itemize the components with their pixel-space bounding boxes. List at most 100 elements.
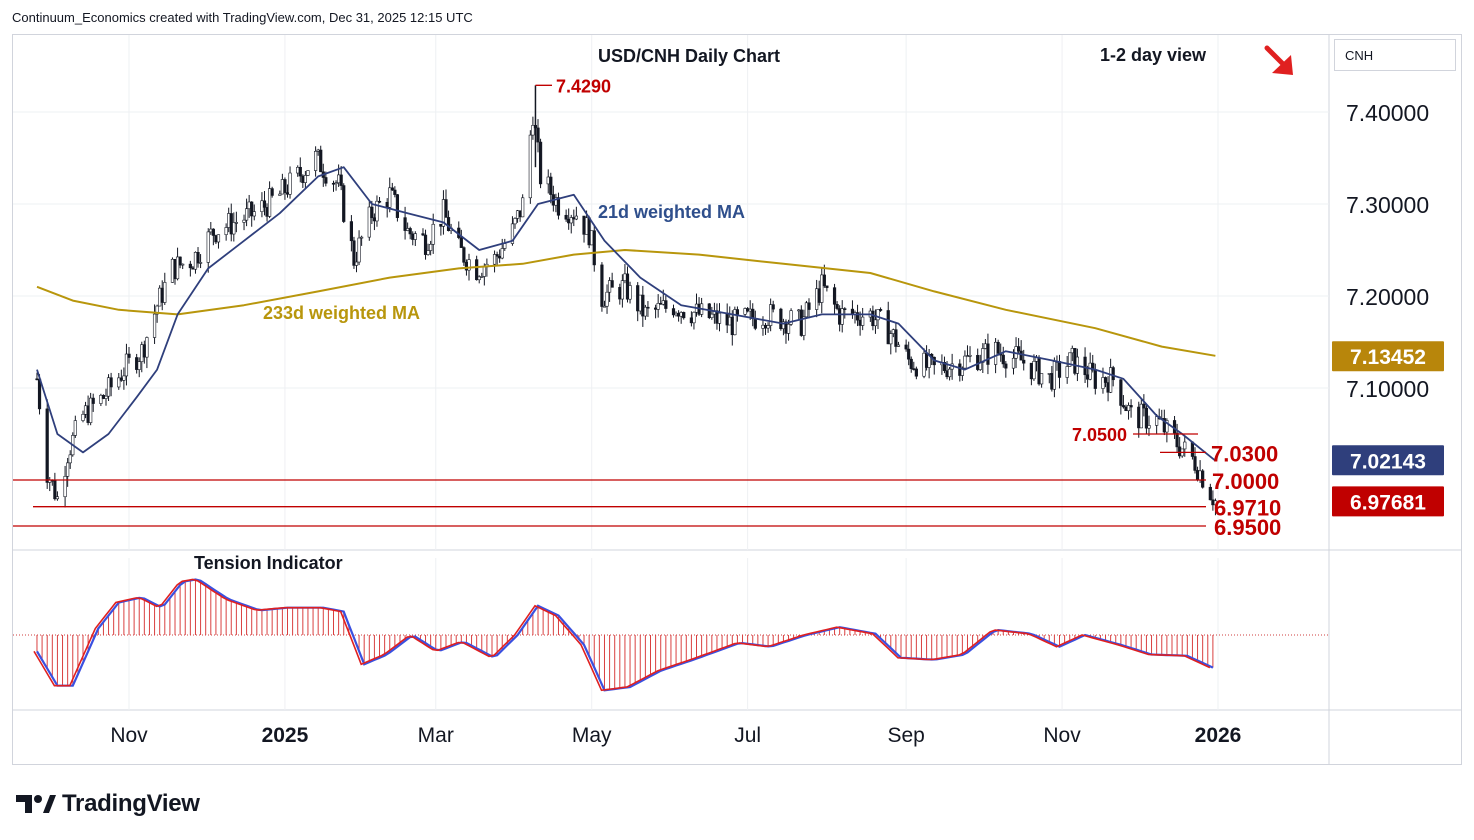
candle-body <box>602 305 607 308</box>
candle-body <box>191 267 195 270</box>
candle-body <box>587 217 591 246</box>
candle-body <box>1040 373 1044 385</box>
candle-body <box>298 166 302 177</box>
candle-body <box>748 308 752 312</box>
candle-body <box>137 361 141 370</box>
candle-body <box>1213 500 1218 506</box>
candle-body <box>1091 362 1095 371</box>
candle-body <box>618 287 622 300</box>
candle-body <box>654 307 658 310</box>
candle-body <box>196 252 200 264</box>
candle-body <box>567 218 571 224</box>
candle-body <box>924 352 929 368</box>
candle-body <box>109 377 113 388</box>
candle-body <box>889 333 893 345</box>
x-tick-label: Sep <box>887 724 924 747</box>
candle-body <box>462 247 466 263</box>
candle-body <box>636 285 640 312</box>
candle-body <box>360 236 364 239</box>
candle-body <box>855 312 860 321</box>
candle-body <box>986 343 990 365</box>
candle-body <box>211 228 215 236</box>
candle-body <box>73 420 77 436</box>
candle-body <box>498 255 502 259</box>
candle-body <box>104 395 108 399</box>
candle-body <box>733 309 737 336</box>
candle-body <box>349 221 354 242</box>
candle-body <box>646 306 650 309</box>
ma233-label: 233d weighted MA <box>263 303 420 323</box>
chart-title: USD/CNH Daily Chart <box>598 46 781 66</box>
candle-body <box>538 141 543 185</box>
candle-body <box>1047 373 1051 375</box>
candle-body <box>1083 356 1087 376</box>
candle-body <box>531 125 535 136</box>
resistance-segment-label: 7.0500 <box>1072 425 1127 445</box>
candle-body <box>1193 456 1197 471</box>
candle-body <box>209 228 213 233</box>
candle-body <box>265 207 269 217</box>
candle-body <box>592 230 596 266</box>
candle-body <box>188 263 192 269</box>
price-tag-label: 6.97681 <box>1350 491 1426 514</box>
candle-body <box>983 343 987 349</box>
candle-body <box>528 134 532 199</box>
candle-body <box>1124 406 1128 412</box>
candle-body <box>296 166 300 174</box>
candle-body <box>825 285 829 288</box>
candle-body <box>250 201 254 217</box>
candle-body <box>878 309 883 311</box>
candle-body <box>904 344 908 350</box>
candle-body <box>886 310 890 345</box>
candle-body <box>375 200 379 222</box>
candle-body <box>689 317 693 324</box>
candle-body <box>912 368 916 370</box>
candle-body <box>1052 361 1056 390</box>
candle-body <box>861 316 865 326</box>
candle-body <box>896 344 901 347</box>
candle-body <box>119 377 123 381</box>
candle-body <box>1073 348 1077 374</box>
price-tag <box>1332 341 1444 372</box>
price-tag-label: 7.02143 <box>1350 450 1426 473</box>
candle-body <box>283 179 287 193</box>
candle-body <box>1093 369 1097 389</box>
candle-body <box>858 319 862 326</box>
candle-body <box>444 199 448 218</box>
ma233-line <box>36 249 1216 357</box>
candle-body <box>664 300 668 309</box>
candle-body <box>832 287 837 305</box>
tradingview-logo[interactable]: TradingView <box>16 790 200 818</box>
candle-body <box>1088 362 1092 380</box>
candle-body <box>140 344 144 362</box>
x-tick-label: Nov <box>110 724 148 747</box>
x-tick-label: May <box>572 724 612 747</box>
candle-body <box>99 394 103 404</box>
candle-body <box>301 175 305 183</box>
candle-body <box>406 228 410 231</box>
candle-body <box>574 215 578 220</box>
candle-body <box>155 305 159 315</box>
candle-body <box>395 194 400 218</box>
candle-body <box>922 352 926 377</box>
symbol-box[interactable]: CNH <box>1334 39 1456 71</box>
candle-body <box>135 357 139 370</box>
candle-body <box>802 316 806 336</box>
candle-body <box>682 312 686 319</box>
candle-body <box>45 408 49 483</box>
candle-body <box>158 287 162 307</box>
candle-body <box>730 316 734 336</box>
candle-body <box>641 294 645 317</box>
price-tag <box>1332 445 1444 476</box>
candle-body <box>965 355 970 357</box>
candle-body <box>1032 361 1036 380</box>
candle-body <box>661 300 665 305</box>
y-tick-label: 7.40000 <box>1346 100 1429 126</box>
candle-body <box>546 176 550 185</box>
candle-body <box>354 261 359 266</box>
candle-body <box>679 312 683 317</box>
candle-body <box>628 285 632 300</box>
candle-body <box>1144 407 1149 429</box>
candle-body <box>779 308 783 330</box>
candle-body <box>357 237 361 263</box>
